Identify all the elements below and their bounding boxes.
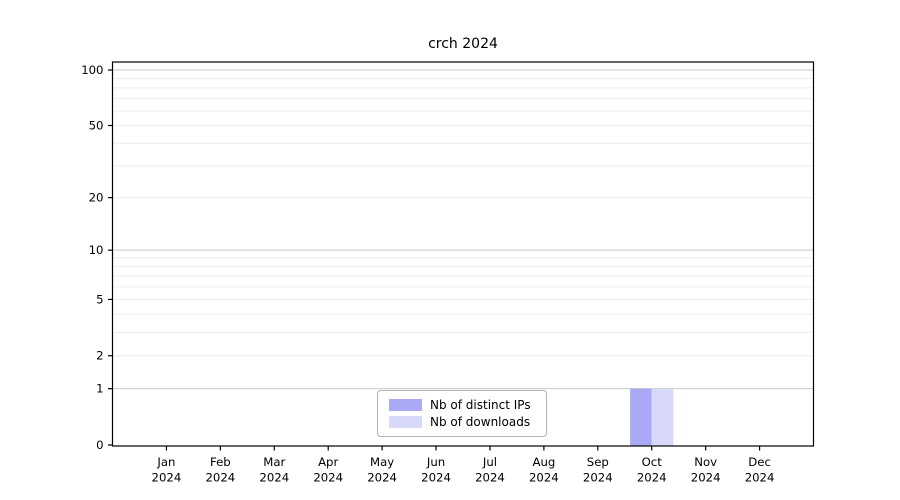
- plot-border: [111, 61, 815, 447]
- bar-distinct-ips: [630, 388, 652, 446]
- y-tick-label: 0: [96, 438, 103, 452]
- y-tick-label: 10: [89, 243, 104, 257]
- y-tick-label: 100: [81, 63, 103, 77]
- x-tick-label-year: 2024: [152, 471, 182, 485]
- x-tick-label-month: Jul: [482, 455, 497, 469]
- x-tick-label-year: 2024: [205, 471, 235, 485]
- x-tick-label-month: Apr: [318, 455, 338, 469]
- legend-label-distinct-ips: Nb of distinct IPs: [430, 398, 531, 413]
- y-tick-label: 20: [89, 191, 104, 205]
- x-tick-label-year: 2024: [421, 471, 451, 485]
- x-tick-label-year: 2024: [583, 471, 613, 485]
- legend-item-downloads: Nb of downloads: [389, 414, 538, 430]
- legend-swatch-distinct-ips: [389, 399, 422, 412]
- x-tick-label-month: May: [370, 455, 394, 469]
- x-tick-label-month: Jun: [426, 455, 445, 469]
- chart-title: crch 2024: [428, 36, 498, 52]
- legend-swatch-downloads: [389, 415, 422, 428]
- x-tick-label-month: Oct: [642, 455, 663, 469]
- x-tick-label-month: Jan: [156, 455, 175, 469]
- x-tick-label-year: 2024: [529, 471, 559, 485]
- bar-downloads: [651, 388, 674, 446]
- x-tick-label-month: Nov: [694, 455, 717, 469]
- x-tick-label-month: Sep: [587, 455, 609, 469]
- x-tick-label-year: 2024: [367, 471, 397, 485]
- y-tick-label: 1: [96, 382, 103, 396]
- y-tick-label: 5: [96, 292, 103, 306]
- y-tick-label: 50: [89, 119, 104, 133]
- x-tick-label-year: 2024: [259, 471, 289, 485]
- x-tick-label-month: Feb: [210, 455, 231, 469]
- legend-item-distinct-ips: Nb of distinct IPs: [389, 397, 538, 413]
- x-tick-label-month: Aug: [532, 455, 555, 469]
- x-tick-label-year: 2024: [313, 471, 343, 485]
- x-tick-label-month: Dec: [748, 455, 771, 469]
- x-tick-label-year: 2024: [691, 471, 721, 485]
- x-tick-label-year: 2024: [745, 471, 775, 485]
- x-tick-label-year: 2024: [637, 471, 667, 485]
- legend: Nb of distinct IPs Nb of downloads: [377, 390, 547, 437]
- legend-label-downloads: Nb of downloads: [430, 414, 531, 429]
- y-tick-label: 2: [96, 349, 103, 363]
- x-tick-label-year: 2024: [475, 471, 505, 485]
- x-tick-label-month: Mar: [263, 455, 285, 469]
